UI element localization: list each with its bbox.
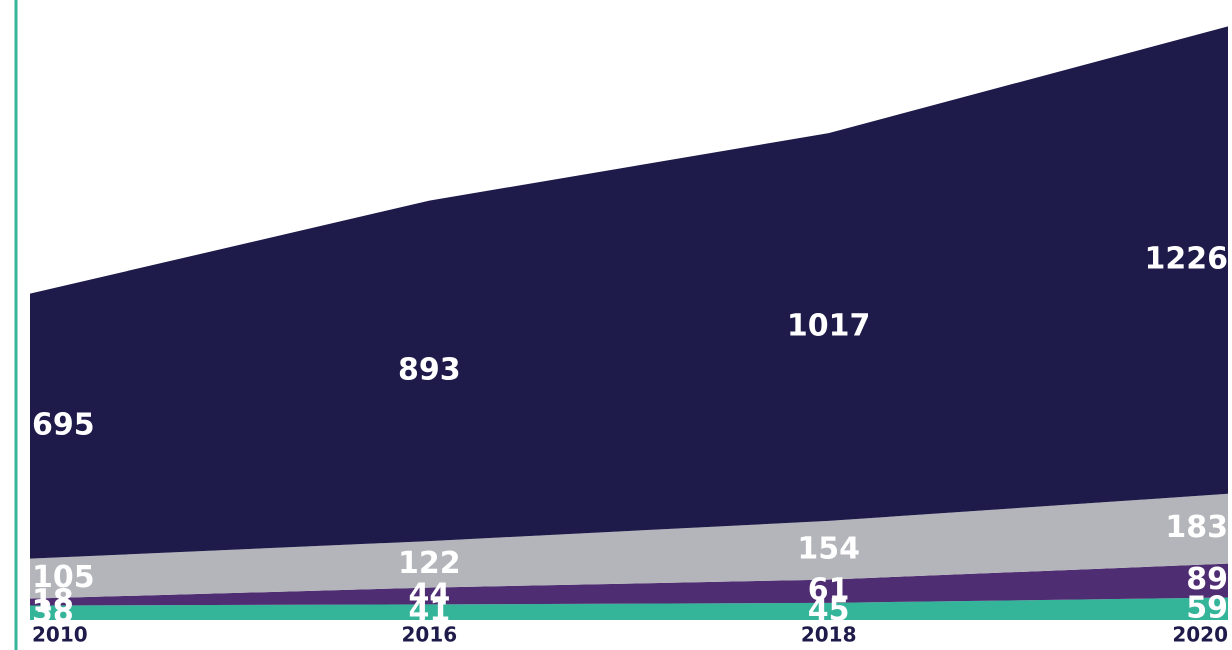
area <box>30 597 1228 620</box>
value-label: 89 <box>1186 562 1228 597</box>
value-label: 18 <box>32 584 74 619</box>
value-label: 38 <box>32 594 74 629</box>
value-label: 122 <box>398 546 461 581</box>
value-label: 59 <box>1186 590 1228 625</box>
x-tick-label: 2020 <box>1172 623 1228 647</box>
value-label: 45 <box>808 593 850 628</box>
value-label: 44 <box>408 577 450 612</box>
value-label: 1226 <box>1145 242 1229 277</box>
area <box>30 493 1228 599</box>
value-label: 893 <box>398 352 461 387</box>
value-label: 183 <box>1165 510 1228 545</box>
x-tick-label: 2018 <box>801 623 857 647</box>
value-label: 41 <box>408 594 450 629</box>
area <box>30 26 1228 559</box>
value-label: 105 <box>32 560 95 595</box>
value-label: 154 <box>797 532 860 567</box>
value-label: 1017 <box>787 309 871 344</box>
x-tick-label: 2016 <box>401 623 457 647</box>
value-label: 61 <box>808 573 850 608</box>
value-label: 695 <box>32 408 95 443</box>
x-tick-label: 2010 <box>32 623 88 647</box>
area <box>30 563 1228 606</box>
